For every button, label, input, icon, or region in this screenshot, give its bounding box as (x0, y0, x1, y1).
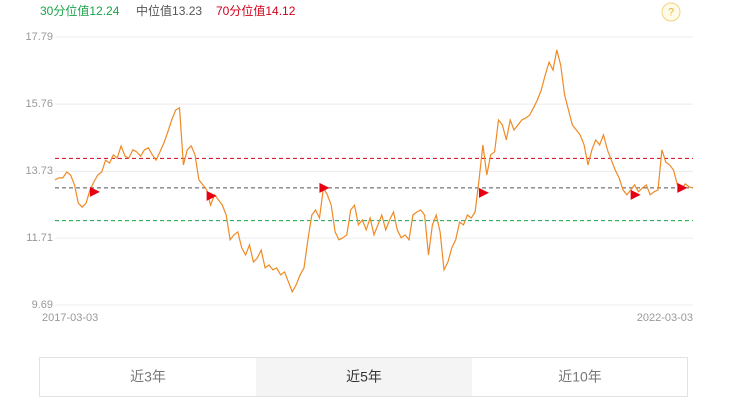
x-tick-label: 2017-03-03 (42, 312, 98, 324)
signal-marker (319, 182, 330, 193)
help-text[interactable]: ? (668, 6, 674, 18)
y-tick-label: 15.76 (25, 98, 53, 110)
legend-label: 70分位值 (216, 3, 265, 18)
legend-entry: 中位值13.23 (136, 3, 202, 18)
y-tick-label: 17.79 (25, 31, 53, 43)
legend-entry: 70分位值14.12 (216, 3, 296, 18)
signal-marker (478, 187, 489, 198)
tab-selected-bg (256, 358, 472, 396)
signal-marker (630, 189, 641, 200)
help-icon[interactable] (661, 2, 681, 22)
tab[interactable]: 近5年 (346, 369, 382, 385)
signal-marker (677, 182, 688, 193)
tab[interactable]: 近10年 (558, 369, 602, 385)
tab[interactable]: 近3年 (130, 369, 166, 385)
legend-label: 30分位值 (40, 3, 89, 18)
y-tick-label: 11.71 (26, 232, 53, 244)
legend-value: 12.24 (89, 4, 119, 18)
legend-label: 中位值 (136, 3, 172, 18)
y-tick-label: 9.69 (32, 299, 53, 311)
legend-value: 14.12 (265, 4, 295, 18)
signal-marker (206, 190, 217, 201)
legend-entry: 30分位值12.24 (40, 3, 120, 18)
signal-marker (89, 186, 100, 197)
price-line (54, 49, 694, 294)
x-tick-label: 2022-03-03 (637, 312, 693, 324)
y-tick-label: 13.73 (25, 165, 53, 177)
legend-value: 13.23 (172, 4, 202, 18)
